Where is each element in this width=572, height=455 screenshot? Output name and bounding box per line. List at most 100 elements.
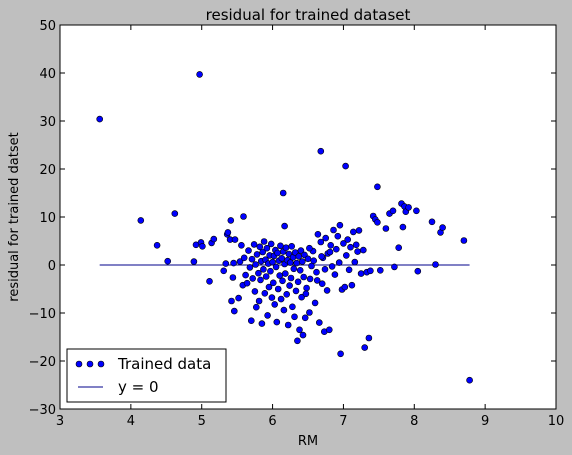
data-point (301, 314, 309, 322)
data-point (348, 281, 356, 289)
data-point (210, 235, 218, 243)
data-point (267, 267, 274, 275)
data-point (227, 217, 235, 224)
data-point (294, 337, 301, 345)
data-point (292, 287, 300, 295)
data-point (265, 283, 273, 291)
data-point (351, 258, 359, 266)
x-tick-label: 4 (127, 414, 135, 429)
data-point (322, 234, 330, 242)
data-point (277, 295, 285, 303)
data-point (229, 274, 237, 281)
data-point (317, 147, 325, 155)
y-tick-label: 10 (39, 211, 56, 226)
data-point (153, 242, 161, 249)
data-point (294, 278, 302, 286)
data-point (261, 289, 269, 297)
data-point (190, 258, 198, 265)
data-point (236, 258, 244, 265)
data-point (414, 267, 422, 275)
data-point (286, 282, 293, 289)
data-point (255, 297, 263, 305)
data-point (252, 303, 260, 311)
data-point (267, 240, 275, 248)
data-point (341, 283, 349, 291)
data-point (246, 264, 254, 271)
data-point (342, 252, 350, 259)
x-axis-label: RM (298, 434, 318, 449)
data-point (199, 243, 206, 250)
data-point (315, 319, 323, 326)
data-point (248, 317, 255, 325)
data-point (263, 244, 271, 252)
data-point (395, 244, 403, 251)
data-point (235, 294, 242, 302)
data-point (317, 238, 325, 246)
data-point (325, 326, 333, 334)
data-point (274, 285, 282, 293)
data-point (349, 228, 357, 236)
data-point (298, 293, 305, 301)
data-point (306, 244, 313, 252)
data-point (344, 236, 352, 243)
data-point (299, 331, 307, 339)
data-point (224, 229, 232, 236)
data-point (306, 309, 313, 316)
data-point (289, 303, 296, 311)
plot-frame (59, 24, 557, 410)
y-tick-label: 30 (39, 115, 56, 130)
x-tick-label: 9 (481, 414, 489, 429)
data-point (269, 258, 276, 266)
data-point (249, 275, 256, 282)
x-tick-label: 10 (548, 414, 565, 429)
data-point (313, 268, 320, 276)
data-point (245, 247, 252, 254)
y-tick-label: −10 (29, 307, 56, 322)
x-tick-label: 8 (410, 414, 418, 429)
data-point (137, 217, 145, 224)
data-point (281, 222, 288, 230)
data-point (321, 265, 329, 273)
data-point (279, 189, 287, 197)
data-point (231, 236, 239, 243)
y-tick-label: 40 (39, 67, 56, 82)
data-point (288, 243, 296, 250)
data-point (259, 248, 267, 256)
data-point (314, 231, 322, 238)
data-point (337, 350, 344, 358)
data-point (342, 162, 349, 170)
data-point (359, 246, 367, 254)
data-point (260, 238, 268, 245)
data-point (405, 204, 412, 211)
data-point (250, 241, 258, 248)
data-point (365, 334, 373, 342)
data-point (389, 207, 397, 215)
data-point (302, 290, 310, 298)
data-point (439, 224, 446, 231)
data-point (357, 270, 365, 277)
data-point (238, 242, 245, 249)
data-point (399, 223, 407, 231)
data-point (428, 218, 436, 226)
data-point (327, 242, 335, 249)
data-point (269, 279, 277, 287)
data-point (271, 301, 279, 308)
legend-marker-dot (75, 360, 83, 368)
data-point (171, 210, 179, 217)
data-point (274, 249, 281, 257)
plot-area (60, 25, 556, 409)
data-point (251, 288, 259, 295)
data-point (248, 255, 256, 263)
data-point (253, 251, 261, 258)
data-point (260, 265, 267, 273)
data-point (290, 265, 298, 273)
data-point (332, 245, 340, 253)
data-point (374, 219, 381, 226)
data-point (258, 320, 266, 327)
data-point (277, 242, 284, 250)
y-tick-label: −20 (29, 355, 56, 370)
chart-title: residual for trained dataset (206, 6, 411, 24)
data-point (96, 115, 103, 123)
data-point (257, 276, 264, 284)
data-point (243, 279, 251, 287)
